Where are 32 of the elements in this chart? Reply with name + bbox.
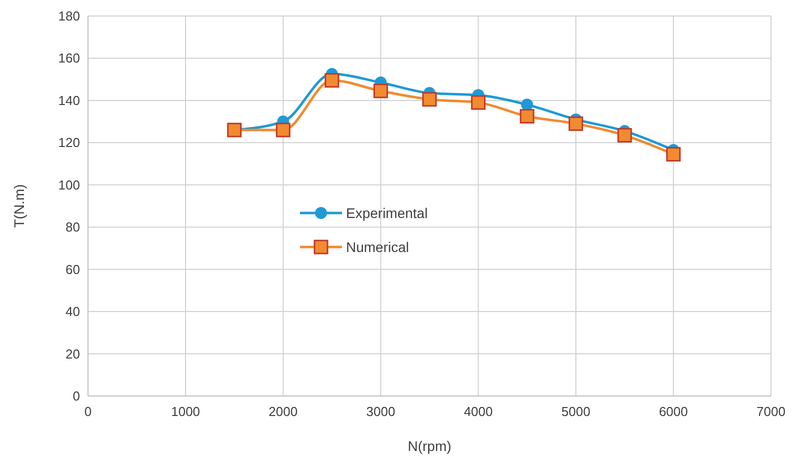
x-tick-label: 6000: [658, 404, 688, 419]
x-tick-label: 2000: [268, 404, 298, 419]
point: [520, 109, 534, 124]
point: [568, 116, 584, 131]
legend-label: Numerical: [346, 239, 410, 255]
point: [324, 73, 340, 88]
x-tick-label: 7000: [756, 404, 786, 419]
x-tick-label: 5000: [561, 404, 590, 419]
point: [471, 95, 486, 110]
point: [666, 147, 681, 162]
y-tick-label: 120: [58, 135, 80, 150]
x-tick-label: 1000: [171, 404, 200, 419]
point: [521, 98, 534, 111]
y-tick-label: 140: [58, 92, 80, 108]
point: [276, 122, 290, 138]
y-tick-label: 40: [66, 304, 80, 320]
y-tick-label: 100: [58, 177, 80, 192]
point: [422, 92, 437, 107]
y-tick-label: 20: [66, 346, 80, 362]
legend-label: Experimental: [346, 205, 428, 221]
point: [617, 128, 632, 143]
x-tick-label: 3000: [366, 404, 396, 419]
x-tick-label: 0: [84, 404, 92, 419]
x-axis-title: N(rpm): [408, 438, 452, 454]
y-tick-label: 80: [66, 220, 80, 235]
y-tick-label: 60: [66, 262, 80, 277]
y-tick-label: 180: [58, 8, 80, 24]
point: [373, 84, 388, 98]
x-tick-label: 4000: [464, 404, 493, 419]
y-tick-label: 0: [72, 388, 80, 404]
y-tick-label: 160: [58, 50, 80, 66]
y-axis-title: T(N.m): [11, 184, 27, 228]
